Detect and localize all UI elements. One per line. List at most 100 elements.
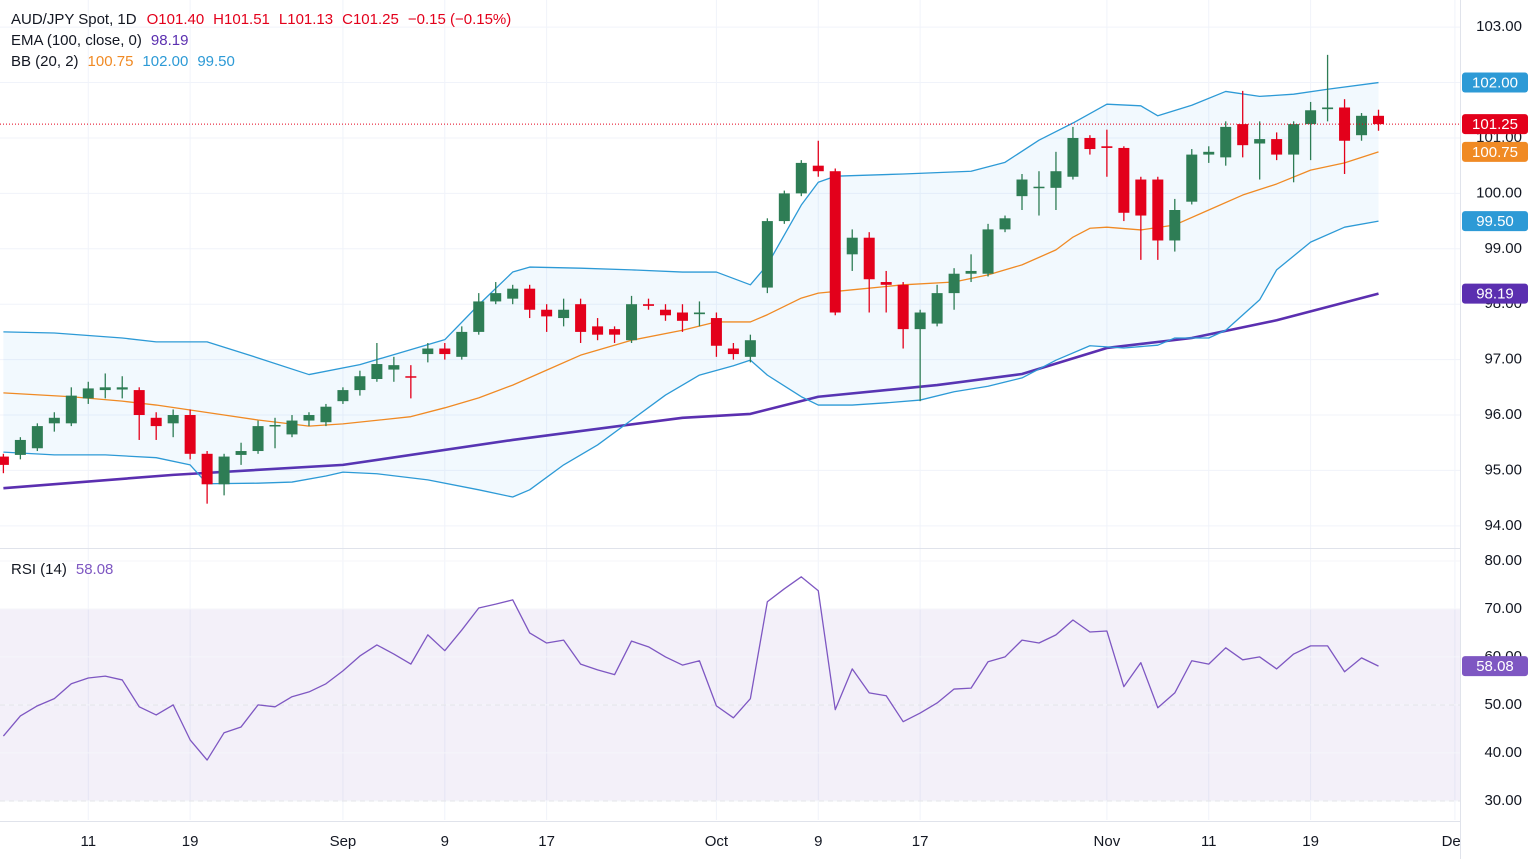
candle-body bbox=[252, 426, 264, 452]
x-tick-label: 17 bbox=[538, 833, 555, 850]
ohlc-label: C101.25 bbox=[342, 11, 399, 28]
candle-body bbox=[286, 420, 298, 435]
candle-body bbox=[727, 348, 739, 355]
candle-body bbox=[1135, 179, 1147, 216]
candle-body bbox=[0, 456, 9, 465]
y-tick-label: 95.00 bbox=[1484, 461, 1522, 478]
x-tick-label: 9 bbox=[814, 833, 822, 850]
candle-body bbox=[999, 218, 1011, 230]
x-tick-label: Sep bbox=[330, 833, 357, 850]
candle-body bbox=[1220, 126, 1232, 158]
indicator-value: 102.00 bbox=[142, 53, 188, 70]
candle-body bbox=[303, 415, 315, 421]
ohlc-label: −0.15 (−0.15%) bbox=[408, 11, 511, 28]
x-tick-label: 19 bbox=[1302, 833, 1319, 850]
price-badge-label: 100.75 bbox=[1472, 144, 1518, 161]
x-tick-label: 19 bbox=[182, 833, 199, 850]
candle-body bbox=[626, 304, 638, 341]
candle-body bbox=[388, 365, 400, 370]
candle-body bbox=[456, 331, 468, 357]
price-badge-label: 98.19 bbox=[1476, 286, 1514, 303]
candle-body bbox=[931, 293, 943, 324]
candle-body bbox=[1305, 110, 1317, 125]
y-tick-label: 50.00 bbox=[1484, 696, 1522, 713]
candle-body bbox=[1050, 171, 1062, 188]
candle-body bbox=[1067, 137, 1079, 177]
candle-body bbox=[65, 395, 77, 424]
candle-body bbox=[982, 229, 994, 274]
x-tick-label: 11 bbox=[1201, 833, 1217, 850]
candle-body bbox=[1186, 154, 1198, 202]
candle-body bbox=[320, 406, 332, 423]
candle-body bbox=[744, 340, 756, 357]
y-tick-label: 40.00 bbox=[1484, 744, 1522, 761]
candle-body bbox=[1237, 124, 1249, 146]
candle-body bbox=[710, 318, 722, 346]
candle-body bbox=[880, 282, 892, 285]
indicator-value: 98.19 bbox=[151, 32, 189, 49]
x-tick-label: 11 bbox=[80, 833, 96, 850]
candle-body bbox=[1084, 137, 1096, 150]
rsi-line bbox=[2, 576, 1379, 761]
candle-body bbox=[524, 288, 536, 310]
candle-body bbox=[558, 309, 570, 319]
ohlc-label: L101.13 bbox=[279, 11, 333, 28]
indicator-legend: EMA (100, close, 0) bbox=[11, 32, 142, 49]
candle-body bbox=[812, 165, 824, 172]
ohlc-label: H101.51 bbox=[213, 11, 270, 28]
ohlc-label: O101.40 bbox=[147, 11, 205, 28]
y-tick-label: 103.00 bbox=[1476, 18, 1522, 35]
price-badge bbox=[1462, 114, 1528, 135]
y-tick-label: 96.00 bbox=[1484, 406, 1522, 423]
candle-body bbox=[609, 329, 621, 335]
candle-body bbox=[473, 301, 485, 332]
candle-body bbox=[184, 415, 196, 454]
x-tick-label: Nov bbox=[1094, 833, 1121, 850]
candle-body bbox=[269, 424, 281, 427]
candle-body bbox=[643, 304, 655, 306]
candle-body bbox=[761, 221, 773, 288]
candle-body bbox=[14, 439, 26, 455]
candle-body bbox=[541, 309, 553, 317]
price-badge-label: 58.08 bbox=[1476, 658, 1514, 675]
candle-body bbox=[914, 312, 926, 330]
candle-body bbox=[1356, 115, 1368, 136]
candle-body bbox=[795, 162, 807, 194]
candle-body bbox=[31, 426, 43, 449]
indicator-value: 99.50 bbox=[197, 53, 235, 70]
price-badge-label: 102.00 bbox=[1472, 75, 1518, 92]
candle-body bbox=[575, 304, 587, 332]
candle-body bbox=[965, 270, 977, 274]
candle-body bbox=[1288, 124, 1300, 155]
y-tick-label: 100.00 bbox=[1476, 184, 1522, 201]
candle-body bbox=[1203, 151, 1215, 155]
candle-body bbox=[439, 348, 451, 355]
candle-body bbox=[948, 273, 960, 294]
y-tick-label: 99.00 bbox=[1484, 240, 1522, 257]
candle-body bbox=[659, 309, 671, 316]
candle-body bbox=[592, 326, 604, 335]
candle-body bbox=[354, 376, 366, 391]
candle-body bbox=[235, 451, 247, 455]
candle-body bbox=[846, 237, 858, 255]
y-tick-label: 70.00 bbox=[1484, 600, 1522, 617]
candle-body bbox=[48, 417, 60, 424]
indicator-line bbox=[3, 81, 1379, 376]
x-tick-label: 17 bbox=[912, 833, 929, 850]
y-tick-label: 97.00 bbox=[1484, 351, 1522, 368]
candle-body bbox=[116, 387, 128, 390]
price-badge-label: 99.50 bbox=[1476, 213, 1514, 230]
candle-body bbox=[99, 387, 111, 391]
indicator-legend: BB (20, 2) bbox=[11, 53, 79, 70]
candle-body bbox=[371, 364, 383, 380]
candle-body bbox=[693, 312, 705, 315]
candle-body bbox=[201, 453, 213, 485]
candle-body bbox=[1118, 147, 1130, 213]
candle-body bbox=[1101, 146, 1113, 148]
candle-body bbox=[1169, 210, 1181, 241]
price-badge bbox=[1462, 141, 1528, 162]
candle-body bbox=[1271, 139, 1283, 155]
price-badge bbox=[1462, 72, 1528, 93]
